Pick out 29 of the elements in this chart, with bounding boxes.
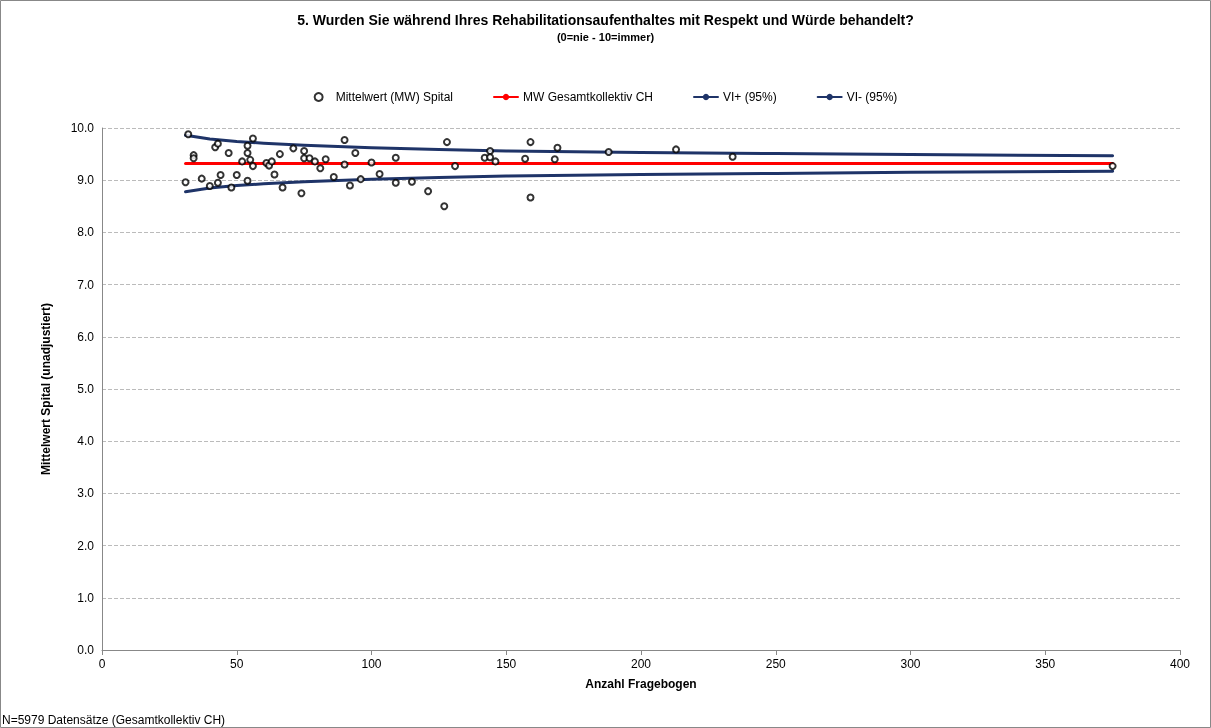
legend-label: VI- (95%) [846, 90, 898, 104]
y-tick-label: 4.0 [77, 434, 95, 449]
x-tick-label: 100 [361, 657, 382, 671]
x-tick-label: 400 [1169, 657, 1191, 671]
y-tick-label: 8.0 [77, 225, 95, 240]
legend-label: VI+ (95%) [722, 90, 777, 104]
y-tick-label: 7.0 [77, 277, 95, 292]
text: N=5979 Datensätze (Gesamtkollektiv CH) [2, 713, 226, 727]
chart-subtitle: (0=nie - 10=immer) [556, 30, 655, 43]
x-tick-label: 300 [900, 657, 921, 671]
y-tick-label: 1.0 [77, 590, 95, 605]
legend-label: MW Gesamtkollektiv CH [522, 90, 653, 104]
x-tick-label: 200 [630, 657, 652, 671]
y-axis-title: Mittelwert Spital (unadjustiert) [39, 302, 53, 476]
y-tick-label: 5.0 [77, 382, 95, 396]
legend-label: Mittelwert (MW) Spital [335, 90, 453, 104]
x-tick-label: 50 [230, 657, 244, 671]
x-tick-label: 350 [1035, 657, 1056, 671]
y-tick-label: 9.0 [77, 173, 95, 188]
x-axis-title: Anzahl Fragebogen [585, 677, 697, 691]
y-tick-label: 10.0 [70, 121, 95, 135]
x-tick-label: 150 [496, 657, 517, 671]
x-tick-label: 250 [765, 657, 787, 671]
x-tick-label: 0 [98, 657, 106, 671]
y-tick-label: 3.0 [77, 486, 95, 501]
y-tick-label: 2.0 [77, 538, 95, 553]
y-tick-label: 6.0 [77, 329, 95, 344]
chart-title: 5. Wurden Sie während Ihres Rehabilitationsaufenthaltes mit Respekt und Würde behandelt? [297, 12, 914, 28]
y-tick-label: 0.0 [77, 643, 95, 657]
